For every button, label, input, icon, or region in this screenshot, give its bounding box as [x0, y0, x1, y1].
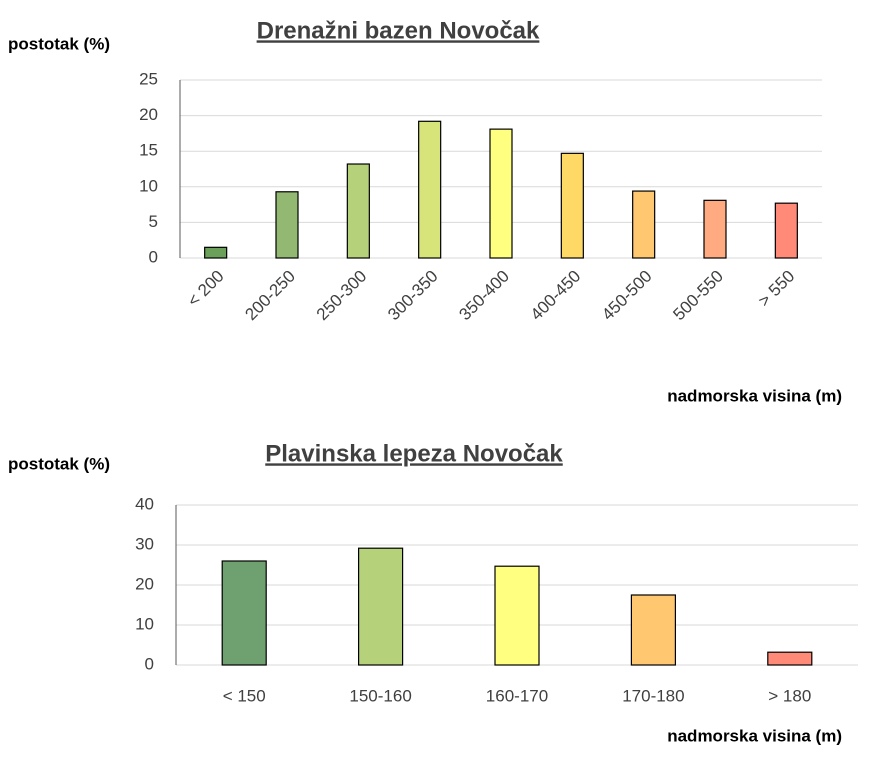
x-tick-label: 160-170 — [486, 686, 548, 705]
bar — [494, 565, 540, 666]
x-tick-label: < 200 — [184, 267, 228, 311]
y-tick-label: 5 — [149, 212, 158, 231]
bar — [630, 594, 677, 666]
x-tick-label: 250-300 — [313, 267, 371, 325]
y-tick-label: 0 — [149, 247, 158, 266]
bar — [632, 190, 656, 259]
x-axis-label: nadmorska visina (m) — [667, 726, 842, 745]
bar — [221, 560, 267, 666]
x-tick-label: 400-450 — [527, 267, 585, 325]
y-tick-label: 20 — [139, 105, 158, 124]
y-tick-label: 10 — [139, 176, 158, 195]
bar — [358, 547, 404, 666]
bar — [275, 191, 299, 259]
x-tick-label: 170-180 — [622, 686, 684, 705]
x-tick-label: 300-350 — [384, 267, 442, 325]
bar — [346, 163, 370, 259]
bar — [204, 246, 228, 259]
y-tick-label: 10 — [135, 614, 154, 633]
x-tick-label: 350-400 — [455, 267, 513, 325]
bar — [560, 152, 584, 259]
y-axis-label: postotak (%) — [8, 454, 110, 473]
x-tick-label: > 180 — [768, 686, 811, 705]
y-tick-label: 0 — [145, 654, 154, 673]
y-axis-label: postotak (%) — [8, 34, 110, 53]
y-tick-label: 15 — [139, 141, 158, 160]
x-tick-label: 450-500 — [598, 267, 656, 325]
bar — [774, 202, 798, 259]
y-tick-label: 25 — [139, 69, 158, 88]
y-tick-label: 20 — [135, 574, 154, 593]
chart-title: Drenažni bazen Novočak — [257, 17, 540, 44]
x-tick-label: 150-160 — [349, 686, 411, 705]
y-tick-label: 30 — [135, 534, 154, 553]
x-axis-label: nadmorska visina (m) — [667, 386, 842, 405]
x-tick-label: > 550 — [754, 267, 798, 311]
x-tick-label: < 150 — [223, 686, 266, 705]
y-tick-label: 40 — [135, 494, 154, 513]
bar — [489, 128, 513, 259]
chart-title: Plavinska lepeza Novočak — [265, 440, 563, 467]
x-tick-label: 200-250 — [241, 267, 299, 325]
bar — [767, 651, 813, 666]
bar — [703, 199, 727, 259]
x-tick-label: 500-550 — [669, 267, 727, 325]
bar — [418, 120, 442, 259]
